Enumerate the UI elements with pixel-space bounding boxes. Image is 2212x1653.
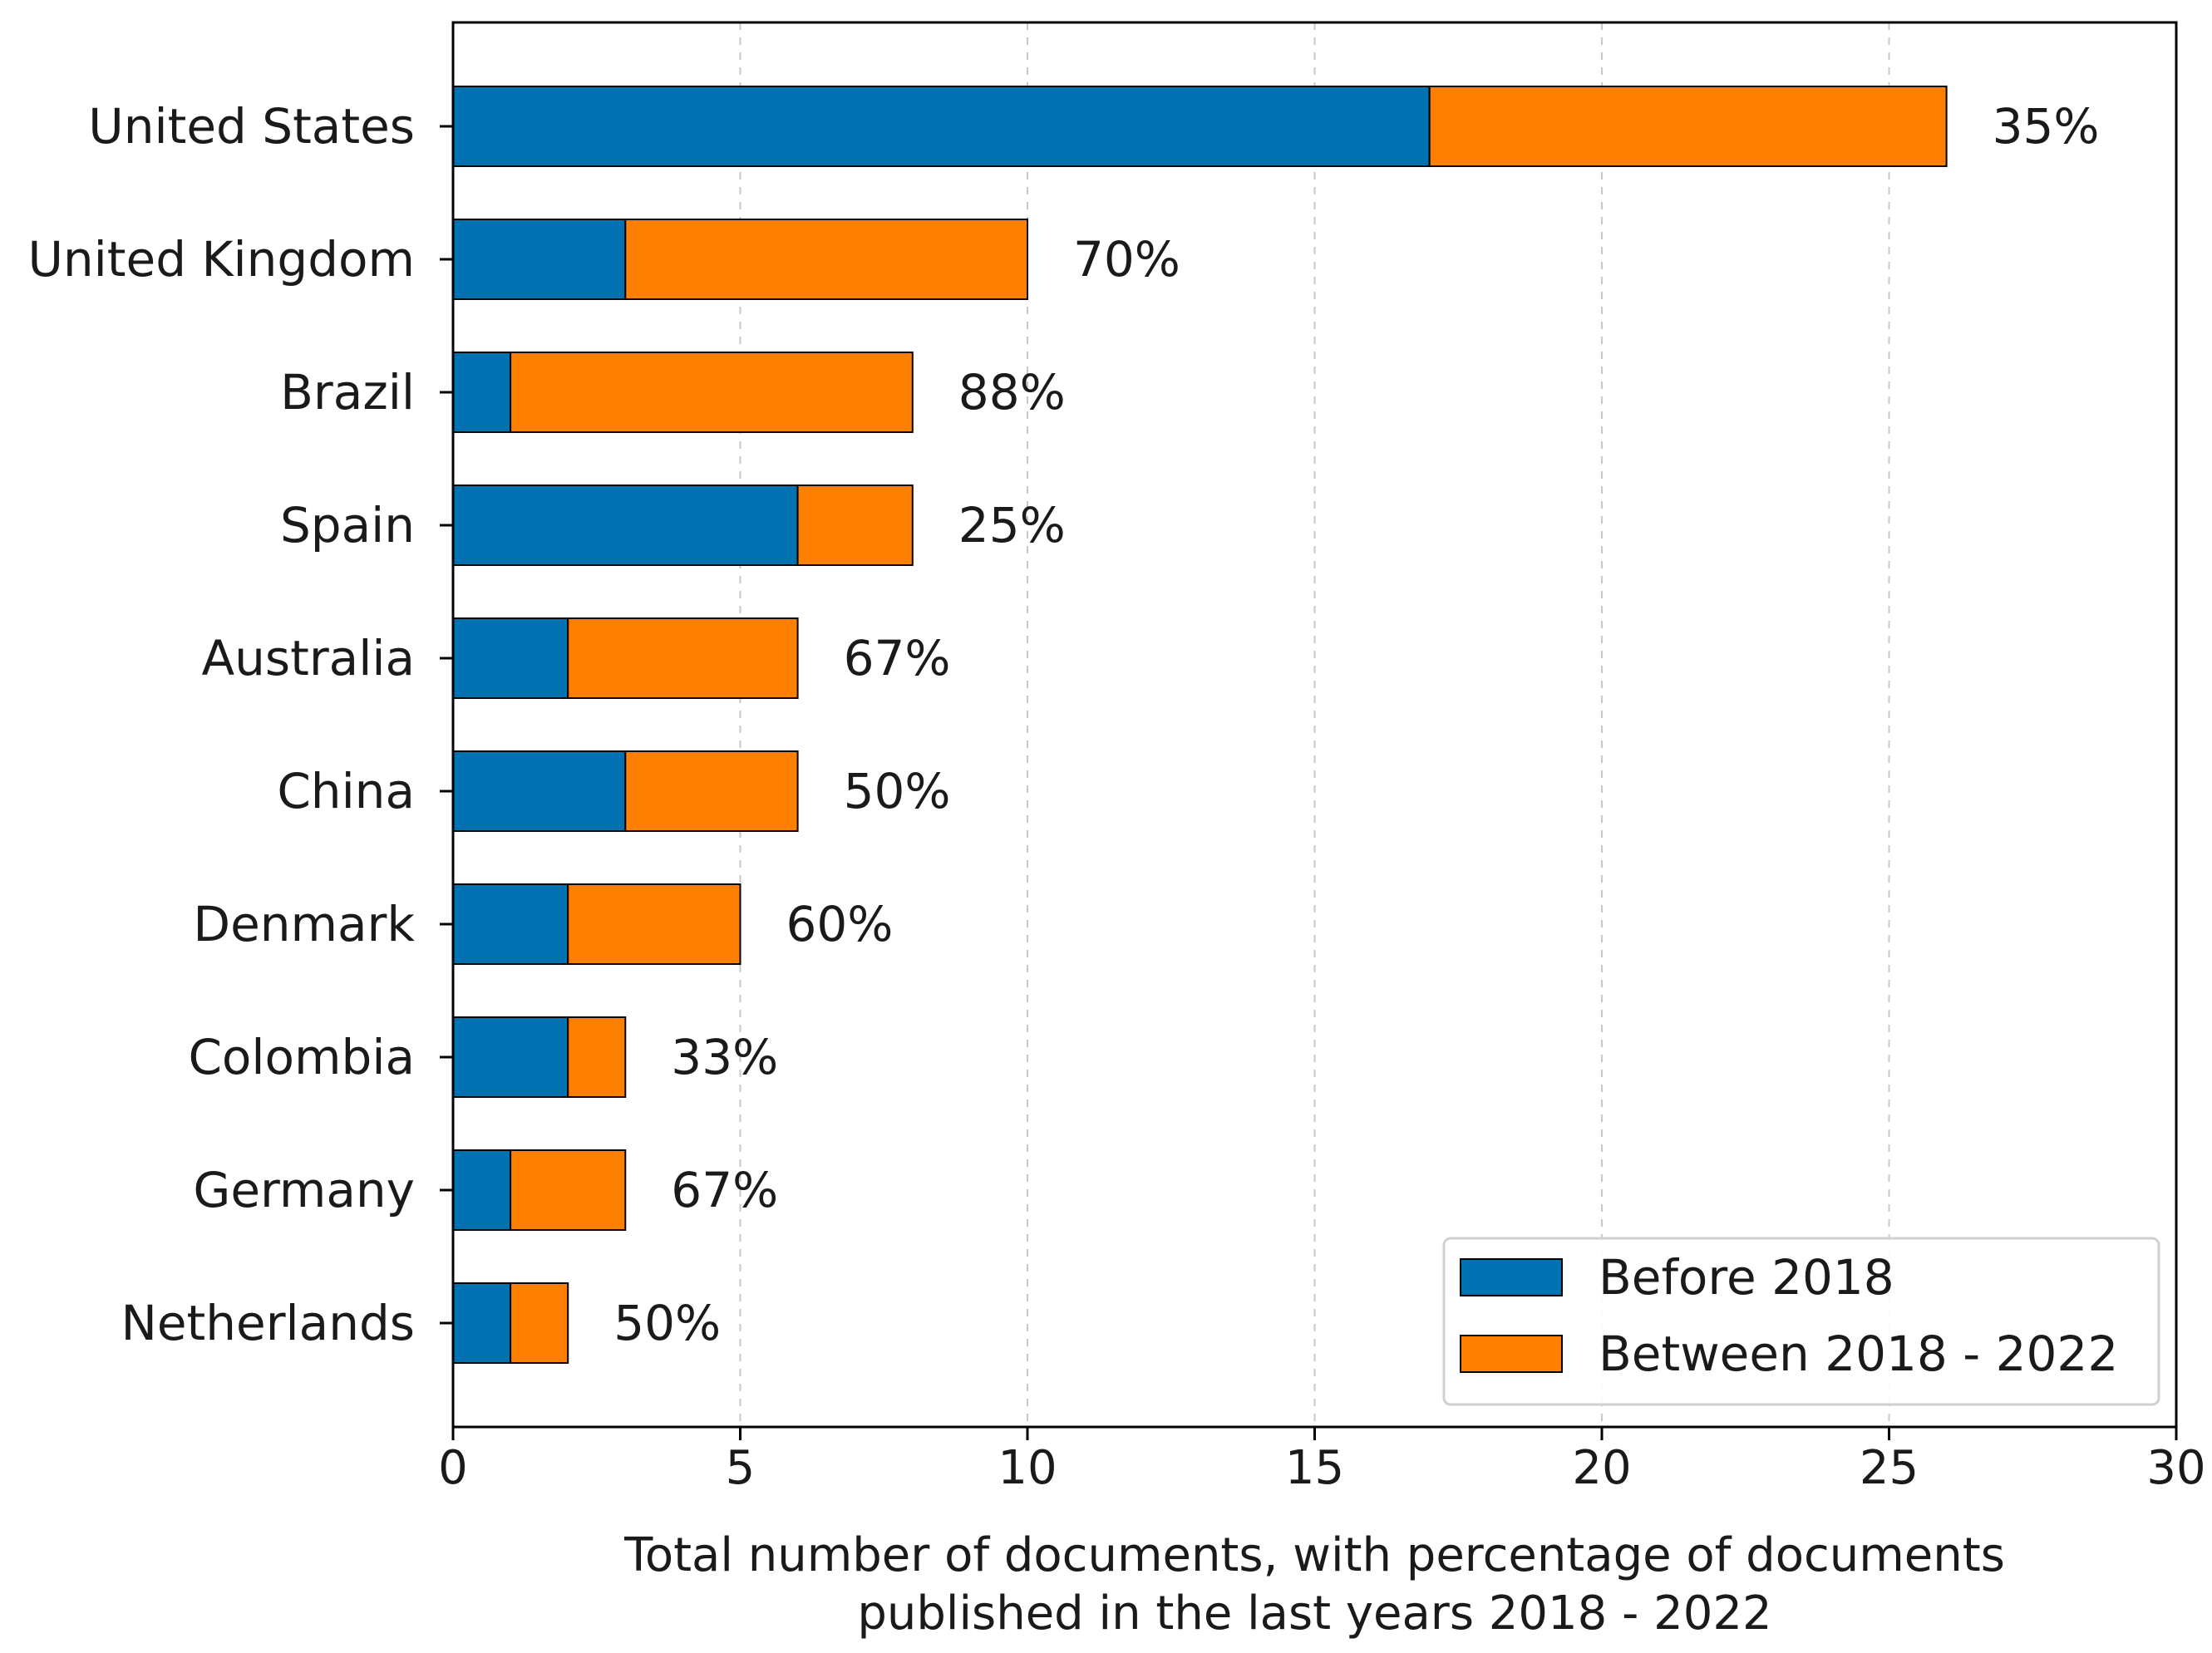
bar-2018-2022	[796, 485, 914, 566]
bar-2018-2022	[510, 1282, 569, 1364]
bar-percentage-label: 33%	[671, 1029, 778, 1085]
bar-before-2018	[452, 750, 627, 832]
y-tick-label: Spain	[280, 497, 415, 553]
bar-2018-2022	[510, 352, 914, 433]
bar-percentage-label: 67%	[844, 630, 951, 686]
x-tick-label: 15	[1285, 1441, 1344, 1495]
bar-2018-2022	[1428, 86, 1948, 167]
y-tick-label: China	[277, 763, 415, 819]
bar-percentage-label: 88%	[958, 364, 1066, 421]
bar-2018-2022	[624, 219, 1028, 300]
y-tick-label: United Kingdom	[27, 231, 415, 288]
legend-swatch	[1460, 1258, 1563, 1296]
bars	[452, 86, 1948, 1364]
x-tick-label: 20	[1572, 1441, 1631, 1495]
legend: Before 2018 Between 2018 - 2022	[1442, 1237, 2160, 1406]
bar-before-2018	[452, 86, 1431, 167]
legend-box	[1442, 1237, 2160, 1406]
bar-percentage-label: 25%	[958, 497, 1066, 553]
x-tick-label: 0	[438, 1441, 468, 1495]
bar-2018-2022	[567, 883, 741, 965]
bar-percentage-label: 50%	[844, 763, 951, 819]
bar-percentage-label: 50%	[613, 1295, 721, 1351]
bar-before-2018	[452, 1282, 512, 1364]
y-axis-ticks: United States United Kingdom Brazil Spain Au…	[27, 98, 453, 1351]
bar-percentage-labels: 35% 70% 88% 25% 67% 50% 60% 33% 67% 50%	[613, 98, 2099, 1351]
bar-before-2018	[452, 1149, 512, 1231]
x-gridlines	[739, 22, 1890, 1427]
x-axis-ticks: 0 5 10 15 20 25 30	[438, 1427, 2206, 1495]
bar-percentage-label: 67%	[671, 1162, 778, 1218]
bar-percentage-label: 35%	[1993, 98, 2100, 155]
y-tick-label: Colombia	[188, 1029, 415, 1085]
y-tick-label: Germany	[193, 1162, 415, 1218]
x-tick-label: 10	[998, 1441, 1057, 1495]
x-tick-label: 5	[726, 1441, 756, 1495]
bar-before-2018	[452, 485, 799, 566]
bar-percentage-label: 60%	[786, 896, 894, 952]
bar-2018-2022	[567, 1016, 627, 1098]
legend-swatch	[1460, 1335, 1563, 1373]
x-tick-label: 25	[1860, 1441, 1919, 1495]
bar-before-2018	[452, 219, 627, 300]
x-tick-label: 30	[2146, 1441, 2205, 1495]
bar-before-2018	[452, 352, 512, 433]
bar-percentage-label: 70%	[1073, 231, 1180, 288]
x-axis-title: Total number of documents, with percenta…	[623, 1528, 2005, 1641]
y-tick-label: United States	[88, 98, 415, 155]
bar-2018-2022	[510, 1149, 627, 1231]
x-axis-title-line: published in the last years 2018 - 2022	[857, 1587, 1771, 1641]
bar-before-2018	[452, 883, 569, 965]
bar-before-2018	[452, 617, 569, 699]
y-tick-label: Denmark	[193, 896, 415, 952]
y-tick-label: Netherlands	[121, 1295, 415, 1351]
x-axis-title-line: Total number of documents, with percenta…	[623, 1528, 2005, 1582]
y-tick-label: Brazil	[280, 364, 415, 421]
y-tick-label: Australia	[201, 630, 415, 686]
legend-label: Before 2018	[1599, 1249, 1894, 1306]
bar-2018-2022	[567, 617, 799, 699]
legend-label: Between 2018 - 2022	[1599, 1326, 2118, 1382]
bar-2018-2022	[624, 750, 799, 832]
bar-before-2018	[452, 1016, 569, 1098]
